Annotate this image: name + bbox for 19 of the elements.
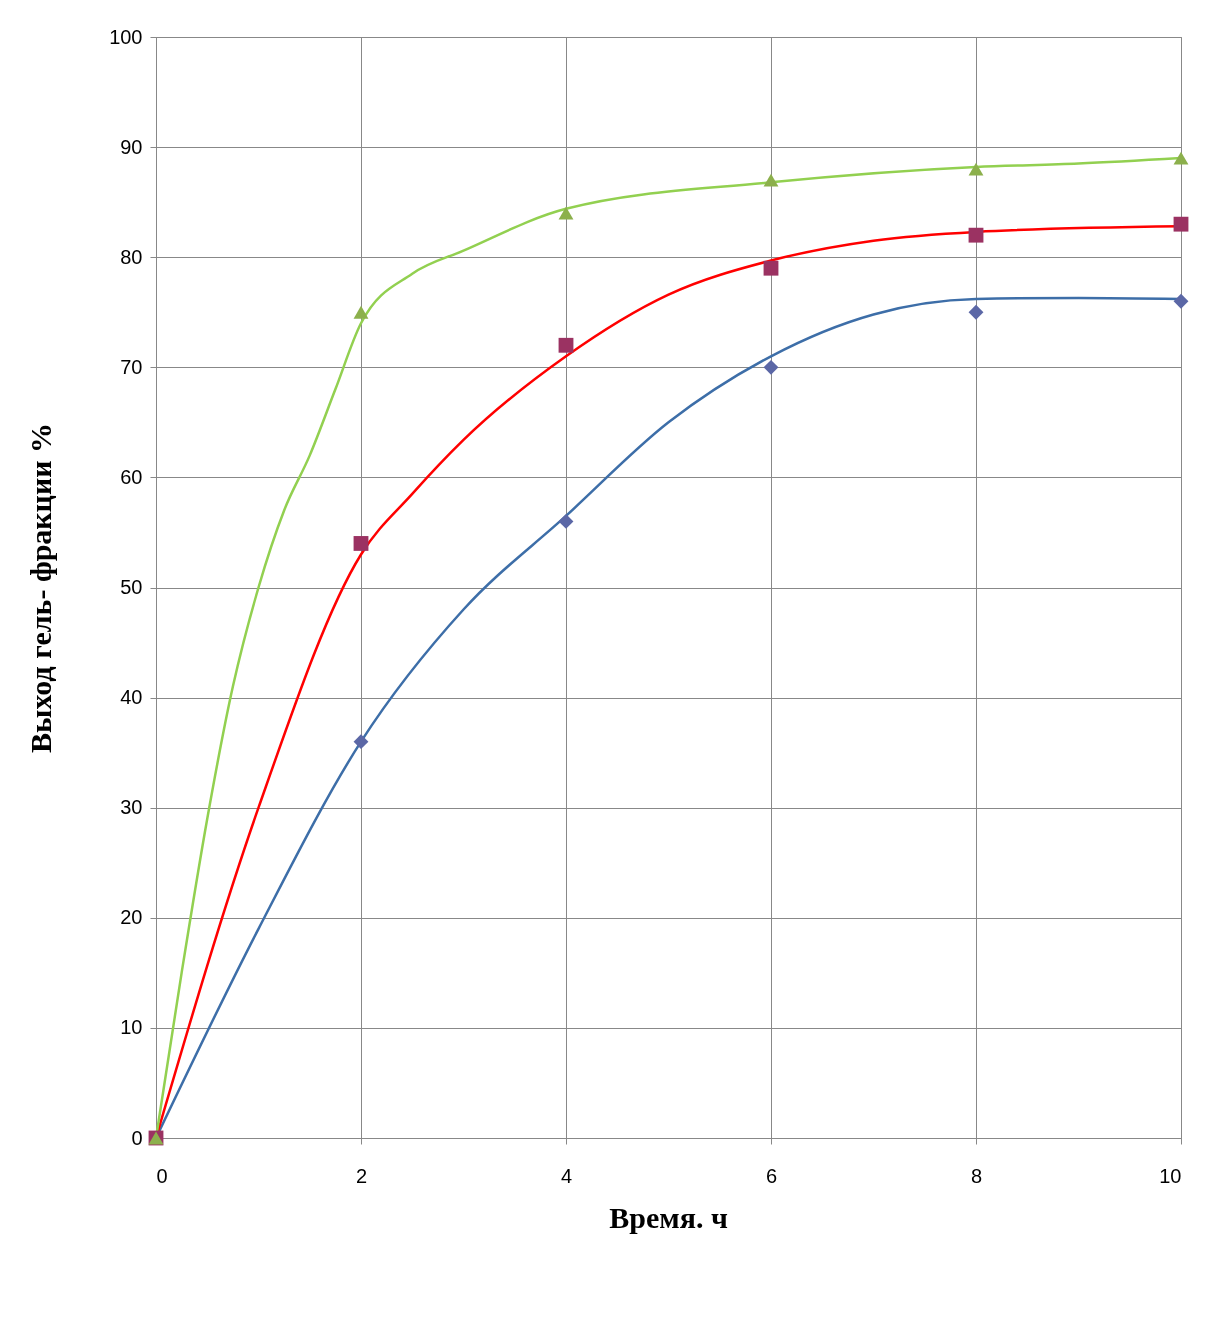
x-tick-label: 0 bbox=[156, 1164, 168, 1187]
x-tick-label: 8 bbox=[970, 1164, 983, 1187]
y-tick-label: 80 bbox=[120, 245, 143, 268]
y-tick-label: 70 bbox=[120, 355, 143, 378]
y-tick-label: 30 bbox=[120, 796, 143, 819]
y-tick-label: 10 bbox=[120, 1016, 143, 1039]
x-tick-label: 10 bbox=[1159, 1164, 1182, 1187]
y-tick-label: 50 bbox=[120, 576, 143, 598]
y-tick-label: 90 bbox=[120, 135, 143, 158]
y-tick-label: 100 bbox=[109, 25, 143, 48]
y-tick-label: 0 bbox=[131, 1126, 143, 1149]
x-tick-label: 2 bbox=[355, 1164, 368, 1187]
y-axis-title: Выход гель- фракции % bbox=[23, 423, 57, 753]
x-tick-label: 6 bbox=[765, 1164, 778, 1187]
x-axis-title: Время. ч bbox=[609, 1200, 728, 1234]
y-tick-label: 20 bbox=[120, 906, 143, 929]
x-tick-label: 4 bbox=[560, 1164, 573, 1187]
y-tick-label: 60 bbox=[120, 465, 143, 488]
y-tick-label: 40 bbox=[120, 686, 143, 709]
